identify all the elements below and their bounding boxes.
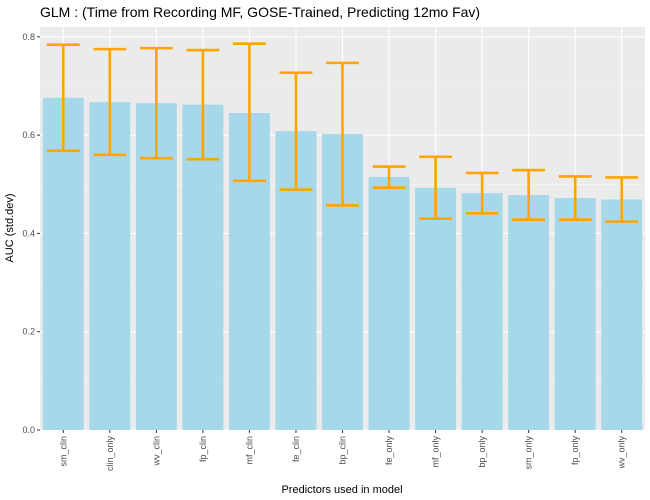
x-tick-label-mf_only: mf_only xyxy=(431,436,441,468)
x-tick-label-wv_only: wv_only xyxy=(617,436,627,470)
chart-title: GLM : (Time from Recording MF, GOSE-Trai… xyxy=(40,4,480,20)
x-tick-label-bp_clin: bp_clin xyxy=(338,436,348,465)
error-bars xyxy=(46,42,639,223)
bar-clin_only xyxy=(89,102,131,430)
y-tick-label: 0.8 xyxy=(22,32,35,42)
errorbar-fe_clin xyxy=(279,71,313,191)
errorbar-mf_clin xyxy=(233,42,266,183)
bar-mf_only xyxy=(415,187,457,430)
errorbar-bp_clin xyxy=(326,61,359,207)
errorbar-sm_clin xyxy=(46,43,80,153)
x-tick-label-fp_clin: fp_clin xyxy=(198,436,208,462)
errorbar-fp_only xyxy=(558,175,592,221)
x-tick-label-sm_clin: sm_clin xyxy=(58,436,68,467)
y-axis-ticks: 0.0 0.2 0.4 0.6 0.8 xyxy=(22,32,40,435)
bars xyxy=(42,97,643,431)
bar-fp_only xyxy=(554,198,596,430)
errorbar-fp_clin xyxy=(186,48,220,161)
y-tick-label: 0.0 xyxy=(22,425,35,435)
x-tick-label-clin_only: clin_only xyxy=(105,436,115,472)
x-axis-title: Predictors used in model xyxy=(281,484,402,496)
errorbar-sm_only xyxy=(512,168,546,221)
errorbar-wv_only xyxy=(605,176,639,223)
errorbar-clin_only xyxy=(93,47,127,157)
x-axis-ticks: sm_clin clin_only wv_clin fp_clin mf_clin fe_… xyxy=(58,430,627,472)
y-axis-title: AUC (std.dev) xyxy=(4,193,16,262)
bar-wv_only xyxy=(601,199,643,430)
errorbar-wv_clin xyxy=(139,46,173,160)
x-tick-label-bp_only: bp_only xyxy=(477,436,487,468)
x-tick-label-fe_only: fe_only xyxy=(384,436,394,466)
x-tick-label-fp_only: fp_only xyxy=(570,436,580,466)
errorbar-fe_only xyxy=(372,165,406,190)
errorbar-mf_only xyxy=(419,155,452,220)
bar-sm_clin xyxy=(42,97,84,431)
y-tick-label: 0.4 xyxy=(22,228,35,238)
errorbar-bp_only xyxy=(465,171,499,215)
x-tick-label-wv_clin: wv_clin xyxy=(151,436,161,467)
bar-sm_only xyxy=(508,195,550,430)
y-tick-label: 0.2 xyxy=(22,327,35,337)
bar-fe_only xyxy=(368,176,410,430)
x-tick-label-mf_clin: mf_clin xyxy=(244,436,254,465)
y-tick-label: 0.6 xyxy=(22,130,35,140)
bar-bp_only xyxy=(461,193,503,430)
x-tick-label-fe_clin: fe_clin xyxy=(291,436,301,462)
x-tick-label-sm_only: sm_only xyxy=(524,436,534,470)
